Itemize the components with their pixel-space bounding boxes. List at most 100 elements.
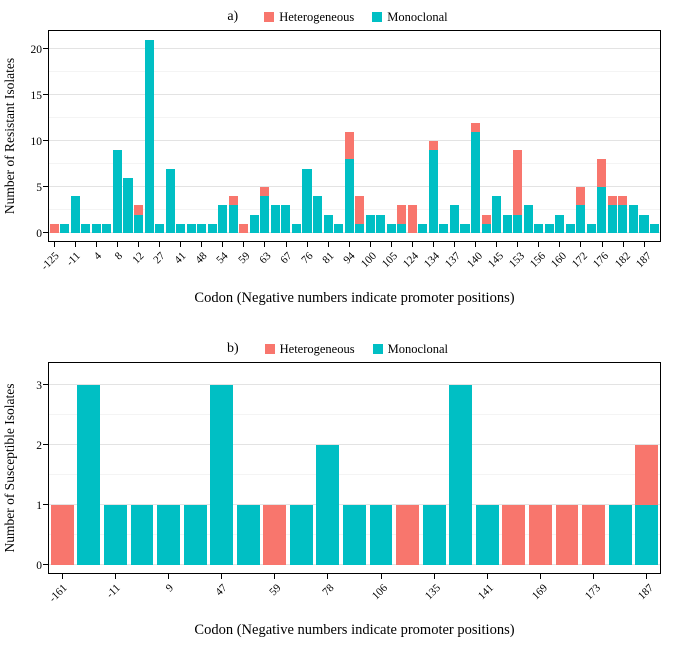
x-tick-label-text: 27 — [151, 250, 168, 267]
bar-slot — [502, 214, 513, 241]
bar-stack — [365, 214, 375, 233]
bar-stack — [302, 168, 312, 233]
x-tick-label-text: 78 — [320, 582, 337, 599]
bar-segment-monoclonal — [270, 205, 280, 233]
bar-stack — [60, 223, 70, 233]
x-tick-label-text: 81 — [320, 250, 337, 267]
x-tick-mark — [243, 242, 245, 247]
x-tick-label-text: 141 — [476, 582, 497, 603]
x-tick-mark — [222, 242, 224, 247]
gridline-major — [49, 232, 660, 233]
panel-b-chart-row: Number of Susceptible Isolates 0 1 2 3 — [0, 362, 661, 579]
bar-segment-monoclonal — [70, 196, 80, 233]
bar-segment-heterogeneous — [597, 159, 607, 187]
bar-segment-monoclonal — [365, 214, 375, 233]
bar-segment-monoclonal — [102, 223, 112, 233]
x-tick-mark — [306, 242, 308, 247]
gridline-major — [49, 444, 660, 445]
x-tick-label-text: 8 — [112, 250, 126, 263]
x-tick-label-text: 54 — [214, 250, 231, 267]
bar-segment-heterogeneous — [50, 505, 74, 565]
bar-slot — [76, 385, 103, 573]
bar-stack — [376, 214, 386, 233]
bar-stack — [396, 505, 420, 565]
y-tick-label: 0 — [36, 228, 42, 240]
bar-slot — [523, 205, 534, 241]
bar-segment-monoclonal — [91, 223, 101, 233]
bar-segment-monoclonal — [123, 177, 133, 233]
bar-segment-monoclonal — [428, 150, 438, 233]
x-tick-mark — [114, 574, 116, 579]
x-tick-label-text: 105 — [379, 250, 400, 271]
y-tick-label: 1 — [36, 500, 42, 512]
x-tick-label-text: 4 — [91, 250, 105, 263]
bar-segment-monoclonal — [355, 223, 365, 233]
bar-segment-monoclonal — [112, 150, 122, 233]
x-tick-mark — [369, 242, 371, 247]
bar-segment-heterogeneous — [582, 505, 605, 565]
bar-slot — [239, 223, 250, 241]
bar-slot — [60, 223, 71, 241]
bar-segment-monoclonal — [481, 223, 491, 233]
bar-segment-monoclonal — [165, 168, 175, 233]
bar-slot — [354, 196, 365, 241]
bar-segment-monoclonal — [323, 214, 333, 233]
x-tick-label-text: 153 — [506, 250, 527, 271]
bar-stack — [49, 223, 59, 233]
bar-segment-heterogeneous — [555, 505, 579, 565]
bar-slot — [386, 223, 397, 241]
bar-segment-heterogeneous — [635, 445, 659, 505]
bar-stack — [582, 505, 605, 565]
bar-segment-monoclonal — [103, 505, 127, 565]
bar-segment-monoclonal — [249, 214, 259, 233]
y-tick-mark — [43, 384, 48, 385]
gridline-minor — [49, 117, 660, 118]
x-tick-mark — [559, 242, 561, 247]
panel-b-y-tick-labels: 0 1 2 3 — [20, 362, 48, 574]
bar-stack — [369, 505, 393, 565]
bar-segment-monoclonal — [186, 223, 196, 233]
bar-slot — [154, 223, 165, 241]
gridline-major — [49, 94, 660, 95]
x-tick-label-text: 176 — [591, 250, 612, 271]
x-tick-label-text: -11 — [64, 250, 83, 269]
bar-stack — [523, 205, 533, 233]
bar-segment-monoclonal — [369, 505, 393, 565]
bar-stack — [418, 223, 428, 233]
bar-stack — [528, 505, 552, 565]
bar-stack — [263, 505, 287, 565]
bar-stack — [144, 39, 154, 233]
bar-segment-heterogeneous — [618, 196, 628, 206]
bar-segment-monoclonal — [418, 223, 428, 233]
bar-slot — [565, 223, 576, 241]
bar-slot — [281, 205, 292, 241]
legend-swatch-heterogeneous-icon — [264, 12, 275, 22]
x-tick-label-text: 12 — [130, 250, 147, 267]
bar-segment-monoclonal — [513, 214, 523, 233]
bar-slot — [428, 141, 439, 241]
panel-a-header: a) Heterogeneous Monoclonal — [0, 4, 675, 30]
bar-slot — [228, 196, 239, 241]
x-tick-label-text: 137 — [443, 250, 464, 271]
bar-segment-heterogeneous — [263, 505, 287, 565]
legend-item-heterogeneous: Heterogeneous — [264, 10, 354, 25]
bar-slot — [155, 505, 182, 573]
bar-slot — [628, 205, 639, 241]
bar-stack — [628, 205, 638, 233]
bar-segment-monoclonal — [130, 505, 154, 565]
bar-segment-heterogeneous — [502, 505, 526, 565]
bar-stack — [428, 141, 438, 233]
bar-stack — [323, 214, 333, 233]
bar-segment-monoclonal — [81, 223, 91, 233]
bar-stack — [210, 385, 234, 565]
bars-layer — [49, 363, 660, 573]
x-tick-label-text: 76 — [299, 250, 316, 267]
bar-segment-monoclonal — [597, 187, 607, 233]
bar-slot — [288, 505, 315, 573]
gridline-major — [49, 48, 660, 49]
bar-segment-monoclonal — [77, 385, 101, 565]
bar-stack — [207, 223, 217, 233]
x-tick-label-text: -125 — [39, 250, 62, 273]
bar-slot — [527, 505, 554, 573]
bar-segment-monoclonal — [565, 223, 575, 233]
